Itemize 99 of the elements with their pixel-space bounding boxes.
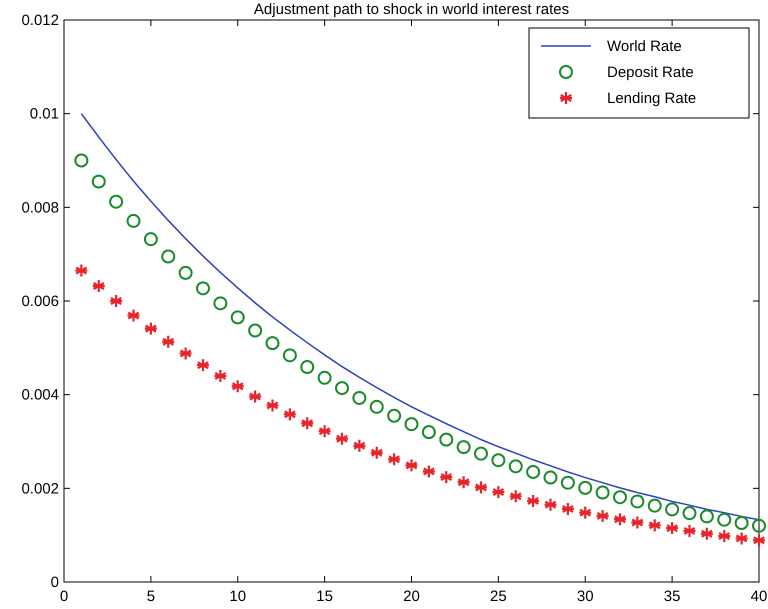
y-tick-label: 0.006 bbox=[21, 293, 59, 310]
point bbox=[717, 529, 732, 544]
point bbox=[196, 358, 210, 372]
point bbox=[161, 250, 176, 264]
x-tick-label: 25 bbox=[490, 588, 507, 605]
point bbox=[491, 484, 506, 500]
point bbox=[734, 516, 749, 530]
point bbox=[578, 480, 592, 495]
point bbox=[630, 515, 644, 530]
point bbox=[560, 502, 575, 516]
point bbox=[404, 417, 418, 432]
point bbox=[422, 425, 436, 440]
point bbox=[196, 281, 210, 296]
point bbox=[612, 512, 628, 526]
y-tick-label: 0.004 bbox=[21, 386, 59, 404]
point bbox=[161, 334, 176, 349]
point bbox=[543, 498, 558, 512]
point bbox=[92, 278, 106, 294]
x-tick-label: 10 bbox=[229, 588, 246, 605]
point bbox=[213, 368, 228, 384]
point bbox=[265, 398, 280, 413]
x-tick-label: 40 bbox=[750, 588, 768, 605]
y-tick-label: 0.002 bbox=[21, 480, 59, 498]
point bbox=[491, 453, 506, 468]
point bbox=[109, 294, 124, 308]
point bbox=[456, 440, 471, 454]
point bbox=[752, 518, 766, 533]
point bbox=[630, 494, 644, 508]
point bbox=[230, 379, 245, 394]
y-tick-label: 0 bbox=[50, 574, 59, 591]
x-tick-label: 20 bbox=[403, 588, 420, 605]
point bbox=[404, 458, 419, 472]
point bbox=[648, 498, 662, 513]
point bbox=[248, 389, 262, 404]
y-tick-label: 0.012 bbox=[21, 12, 59, 29]
point bbox=[596, 508, 610, 524]
point bbox=[74, 154, 88, 168]
point bbox=[370, 446, 384, 460]
point bbox=[717, 512, 732, 527]
point bbox=[439, 470, 454, 484]
point bbox=[752, 533, 766, 548]
point bbox=[282, 407, 297, 422]
point bbox=[578, 506, 592, 520]
point bbox=[144, 322, 158, 336]
point bbox=[526, 494, 540, 508]
point bbox=[230, 310, 245, 324]
point bbox=[596, 486, 610, 500]
point bbox=[526, 464, 540, 479]
point bbox=[109, 194, 124, 209]
point bbox=[439, 432, 454, 447]
point bbox=[282, 348, 297, 362]
point bbox=[126, 308, 141, 323]
point bbox=[318, 370, 332, 385]
x-tick-label: 35 bbox=[664, 588, 680, 605]
y-tick-label: 0.01 bbox=[30, 106, 59, 123]
point bbox=[300, 416, 314, 430]
x-tick-label: 30 bbox=[576, 588, 594, 605]
point bbox=[734, 531, 749, 546]
point bbox=[456, 475, 471, 490]
point bbox=[648, 518, 662, 532]
point bbox=[665, 502, 680, 516]
point bbox=[682, 524, 697, 538]
chart-title: Adjustment path to shock in world interest rates bbox=[254, 1, 570, 18]
point bbox=[474, 480, 488, 494]
point bbox=[300, 360, 314, 374]
point bbox=[178, 266, 193, 280]
point bbox=[613, 490, 627, 504]
point bbox=[560, 476, 575, 490]
point bbox=[144, 232, 158, 246]
point bbox=[422, 464, 436, 479]
point bbox=[508, 489, 523, 504]
point bbox=[266, 336, 280, 350]
point bbox=[665, 521, 680, 536]
point bbox=[92, 174, 106, 189]
point bbox=[544, 470, 558, 485]
x-tick-label: 15 bbox=[316, 588, 333, 605]
y-tick-label: 0.008 bbox=[21, 199, 59, 216]
point bbox=[248, 324, 262, 338]
point bbox=[700, 509, 714, 524]
x-tick-label: 5 bbox=[146, 588, 156, 605]
point bbox=[370, 400, 384, 414]
legend-label: Lending Rate bbox=[607, 90, 696, 107]
point bbox=[474, 446, 488, 461]
legend-label: Deposit Rate bbox=[607, 64, 694, 81]
point bbox=[387, 408, 402, 423]
point bbox=[213, 296, 228, 310]
point bbox=[352, 438, 366, 453]
legend-label: World Rate bbox=[607, 38, 682, 55]
point bbox=[508, 459, 523, 474]
point bbox=[318, 424, 332, 438]
point bbox=[682, 506, 696, 520]
point bbox=[126, 214, 140, 228]
point bbox=[387, 452, 402, 466]
point bbox=[352, 390, 366, 405]
point bbox=[334, 432, 350, 446]
point bbox=[74, 263, 88, 278]
point bbox=[178, 346, 193, 361]
point bbox=[335, 381, 349, 396]
point bbox=[700, 526, 714, 541]
